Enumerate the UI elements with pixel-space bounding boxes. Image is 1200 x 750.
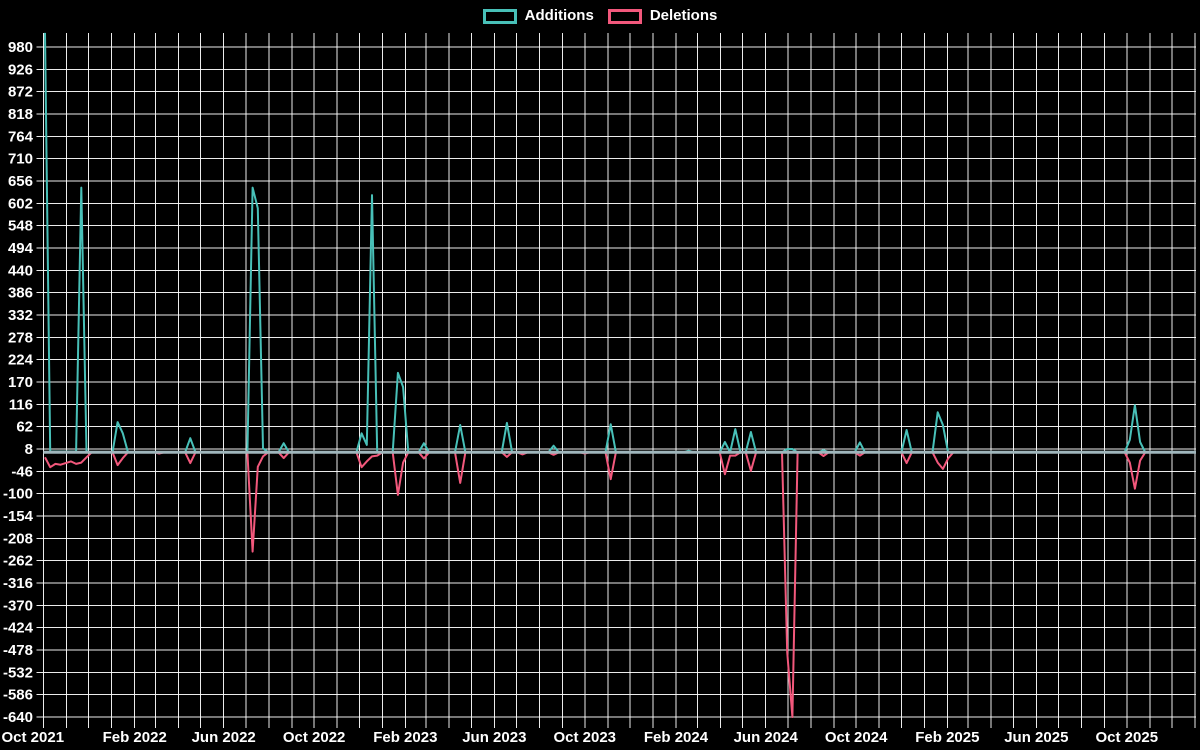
x-axis-tick-label: Feb 2024 xyxy=(644,729,709,746)
y-axis-tick-label: 386 xyxy=(8,285,33,302)
y-axis-tick-label: 818 xyxy=(8,106,33,123)
legend-item-additions[interactable]: Additions xyxy=(482,7,594,25)
y-axis-tick-label: -100 xyxy=(3,486,33,503)
y-axis-tick-label: 548 xyxy=(8,218,33,235)
y-axis-tick-label: -370 xyxy=(3,597,33,614)
y-axis-tick-label: -316 xyxy=(3,575,33,592)
y-axis-tick-label: 872 xyxy=(8,84,33,101)
y-axis-tick-label: -640 xyxy=(3,709,33,726)
deletions-swatch-icon xyxy=(607,8,642,24)
y-axis-tick-label: 980 xyxy=(8,39,33,56)
y-axis-tick-label: 62 xyxy=(16,419,33,436)
y-axis-tick-label: 926 xyxy=(8,61,33,78)
additions-line xyxy=(44,32,1192,454)
y-axis-tick-label: -154 xyxy=(3,508,34,525)
y-axis-tick-label: 440 xyxy=(8,262,33,279)
x-axis-tick-label: Oct 2023 xyxy=(553,729,616,746)
y-axis-tick-label: 494 xyxy=(8,240,34,257)
x-axis-tick-label: Oct 2024 xyxy=(825,729,888,746)
legend-label-deletions: Deletions xyxy=(649,7,718,24)
y-axis-tick-label: 710 xyxy=(8,151,33,168)
y-axis-tick-label: -586 xyxy=(3,687,33,704)
y-axis-tick-label: 8 xyxy=(25,441,33,458)
x-axis-tick-label: Oct 2021 xyxy=(2,729,65,746)
x-axis-tick-label: Jun 2022 xyxy=(192,729,256,746)
y-axis-tick-label: 656 xyxy=(8,173,33,190)
y-axis-tick-label: -478 xyxy=(3,642,33,659)
y-axis-tick-label: 764 xyxy=(8,128,34,145)
legend-label-additions: Additions xyxy=(524,7,594,24)
legend-item-deletions[interactable]: Deletions xyxy=(607,7,718,25)
y-axis-tick-label: 278 xyxy=(8,329,33,346)
x-axis-tick-label: Feb 2022 xyxy=(103,729,167,746)
x-axis-tick-label: Jun 2023 xyxy=(462,729,526,746)
y-axis-tick-label: 224 xyxy=(8,352,34,369)
y-axis-tick-label: -424 xyxy=(3,620,34,637)
additions-swatch-icon xyxy=(482,8,517,24)
y-axis-tick-label: -46 xyxy=(11,463,33,480)
x-axis-tick-label: Jun 2025 xyxy=(1004,729,1068,746)
x-axis-tick-label: Oct 2022 xyxy=(283,729,346,746)
x-axis-tick-label: Jun 2024 xyxy=(734,729,799,746)
y-axis-tick-label: 116 xyxy=(9,396,33,413)
y-axis-tick-label: -262 xyxy=(3,553,33,570)
y-axis-tick-label: -208 xyxy=(3,530,33,547)
y-axis-tick-label: 170 xyxy=(8,374,33,391)
x-axis-tick-label: Feb 2025 xyxy=(915,729,979,746)
chart-legend: Additions Deletions xyxy=(0,7,1200,25)
y-axis-tick-label: 602 xyxy=(8,195,33,212)
x-axis-tick-label: Oct 2025 xyxy=(1096,729,1159,746)
deletions-line xyxy=(44,451,1192,718)
x-axis-tick-label: Feb 2023 xyxy=(373,729,437,746)
y-axis-tick-label: -532 xyxy=(3,664,33,681)
y-axis-tick-label: 332 xyxy=(8,307,33,324)
